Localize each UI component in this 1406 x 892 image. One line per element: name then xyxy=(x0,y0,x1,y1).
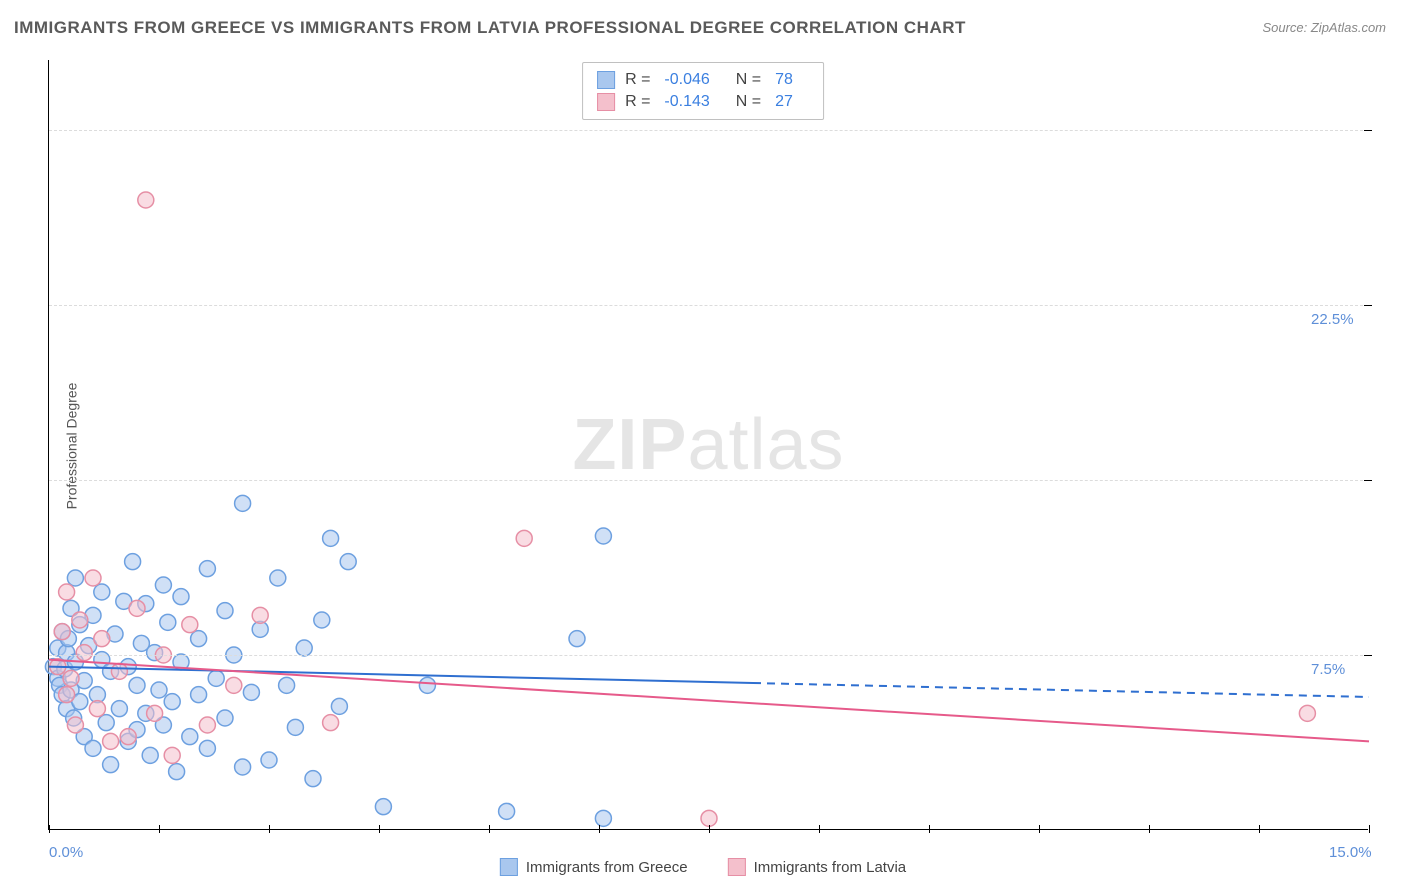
stat-r-greece: -0.046 xyxy=(664,71,709,89)
stat-n-greece: 78 xyxy=(775,71,793,89)
legend-item-latvia: Immigrants from Latvia xyxy=(728,858,907,876)
legend-stats-row-latvia: R = -0.143 N = 27 xyxy=(597,91,809,113)
legend-label-greece: Immigrants from Greece xyxy=(526,859,688,876)
chart-svg xyxy=(49,60,1368,829)
chart-title: IMMIGRANTS FROM GREECE VS IMMIGRANTS FRO… xyxy=(14,18,966,38)
plot-area: ZIPatlas 7.5%22.5%0.0%15.0% xyxy=(48,60,1368,830)
legend-series: Immigrants from Greece Immigrants from L… xyxy=(500,858,906,876)
y-tick-label: 7.5% xyxy=(1311,661,1345,678)
legend-stats: R = -0.046 N = 78 R = -0.143 N = 27 xyxy=(582,62,824,120)
stat-n-label: N = xyxy=(736,71,761,89)
legend-label-latvia: Immigrants from Latvia xyxy=(754,859,907,876)
x-tick-label: 15.0% xyxy=(1329,844,1372,861)
legend-stats-row-greece: R = -0.046 N = 78 xyxy=(597,69,809,91)
legend-swatch-greece xyxy=(500,858,518,876)
legend-swatch-latvia xyxy=(597,93,615,111)
stat-r-label: R = xyxy=(625,71,650,89)
stat-n-label: N = xyxy=(736,93,761,111)
legend-swatch-latvia xyxy=(728,858,746,876)
stat-r-label: R = xyxy=(625,93,650,111)
x-tick-label: 0.0% xyxy=(49,844,83,861)
legend-swatch-greece xyxy=(597,71,615,89)
stat-n-latvia: 27 xyxy=(775,93,793,111)
source-attribution: Source: ZipAtlas.com xyxy=(1262,20,1386,35)
legend-item-greece: Immigrants from Greece xyxy=(500,858,688,876)
y-tick-label: 22.5% xyxy=(1311,311,1354,328)
stat-r-latvia: -0.143 xyxy=(664,93,709,111)
